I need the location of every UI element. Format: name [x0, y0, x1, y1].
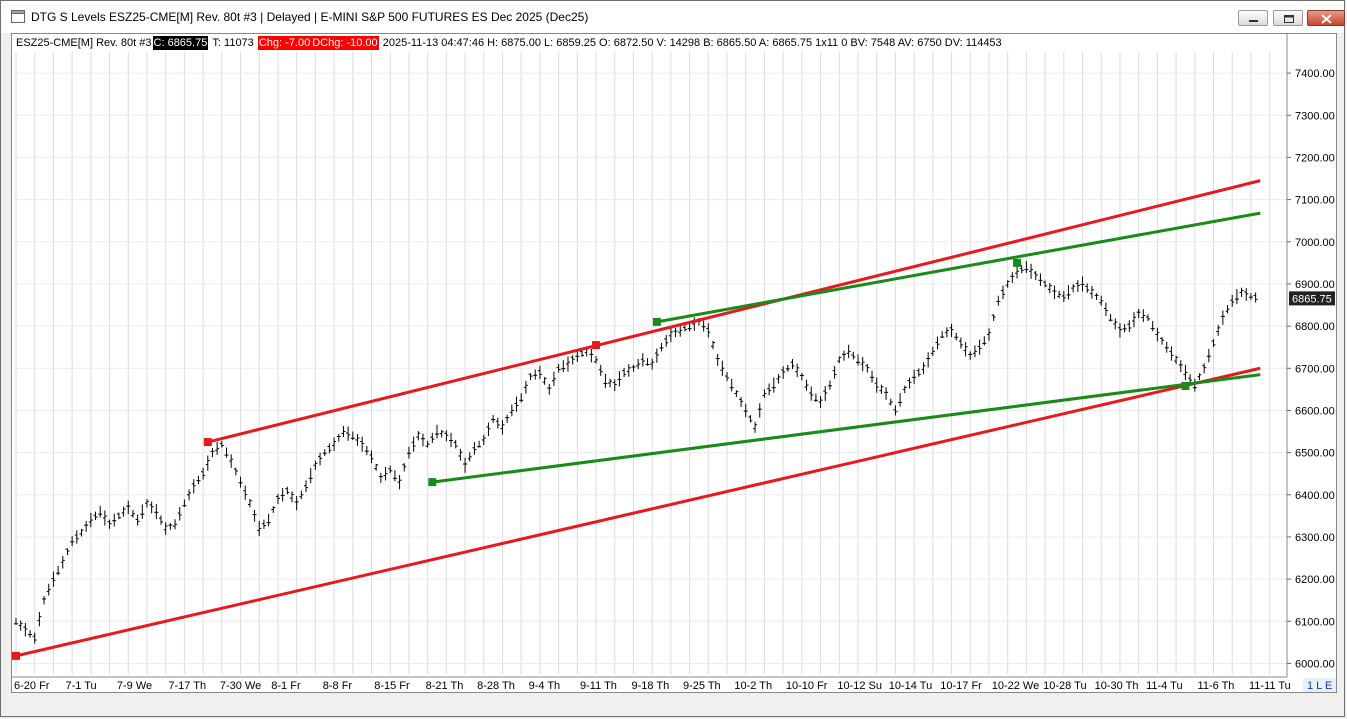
- channel-line-green: [656, 211, 1261, 324]
- maximize-icon: [1284, 15, 1294, 23]
- price-tick-label: 7400.00: [1295, 68, 1335, 80]
- time-axis-label: 11-6 Th: [1198, 680, 1235, 692]
- channel-line-green: [432, 373, 1261, 484]
- close-price: C: 6865.75: [152, 36, 209, 50]
- bar-stats: 2025-11-13 04:47:46 H: 6875.00 L: 6859.2…: [382, 37, 1002, 49]
- status-bar: [11, 693, 1337, 711]
- time-axis-label: 10-14 Tu: [889, 680, 932, 692]
- channel-line-red: [207, 179, 1261, 444]
- minimize-button[interactable]: [1238, 10, 1268, 26]
- price-tick-label: 7200.00: [1295, 152, 1335, 164]
- time-axis-label: 7-1 Tu: [65, 680, 96, 692]
- time-axis-label: 10-28 Tu: [1043, 680, 1086, 692]
- time-axis-label: 8-15 Fr: [374, 680, 410, 692]
- time-axis-label: 10-17 Fr: [940, 680, 982, 692]
- quote-info-bar: ESZ25-CME[M] Rev. 80t #3 C: 6865.75 T: 11…: [15, 36, 1003, 50]
- anchor-point-green: [1013, 258, 1022, 267]
- price-tick-label: 6100.00: [1295, 616, 1335, 628]
- symbol-label: ESZ25-CME[M] Rev. 80t #3: [16, 37, 152, 49]
- price-tick-label: 7100.00: [1295, 195, 1335, 207]
- price-tick-label: 6400.00: [1295, 490, 1335, 502]
- price-tick-label: 6900.00: [1295, 279, 1335, 291]
- time-axis-label: 7-30 We: [220, 680, 261, 692]
- chart-area[interactable]: 7400.00 7300.00 7200.00 7100.00 7000.00 6900.…: [11, 33, 1337, 693]
- close-icon: [1321, 14, 1332, 24]
- price-axis: [1287, 34, 1336, 692]
- price-tick-label: 6000.00: [1295, 658, 1335, 670]
- time-axis-label: 10-10 Fr: [786, 680, 828, 692]
- price-tick-label: 6500.00: [1295, 448, 1335, 460]
- time-axis-label: 9-11 Th: [580, 680, 617, 692]
- time-axis-label: 11-11 Tu: [1249, 680, 1291, 692]
- change-value: Chg: -7.00: [257, 36, 312, 50]
- price-tick-label: 6800.00: [1295, 321, 1335, 333]
- time-axis-label: 10-22 We: [992, 680, 1039, 692]
- time-axis-label: 6-20 Fr: [14, 680, 50, 692]
- price-tick-label: 6700.00: [1295, 363, 1335, 375]
- time-axis-label: 8-1 Fr: [271, 680, 301, 692]
- status-badge-bg: [1303, 678, 1336, 692]
- time-axis-label: 9-4 Th: [529, 680, 561, 692]
- time-axis-label: 7-17 Th: [168, 680, 206, 692]
- anchor-point-red: [12, 651, 20, 660]
- time-axis-label: 11-4 Tu: [1146, 680, 1183, 692]
- time-axis-label: 9-18 Th: [632, 680, 670, 692]
- time-axis-label: 7-9 We: [117, 680, 152, 692]
- channel-line-red: [15, 366, 1261, 658]
- time-axis-label: 8-21 Th: [426, 680, 464, 692]
- last-price-tag: [1289, 291, 1335, 306]
- tick-count: T: 11073: [212, 37, 254, 49]
- window-title: DTG S Levels ESZ25-CME[M] Rev. 80t #3 | …: [31, 10, 589, 24]
- last-price-label: 6865.75: [1292, 293, 1332, 305]
- time-axis-label: 8-28 Th: [477, 680, 515, 692]
- anchor-point-green: [652, 317, 661, 326]
- time-axis-label: 10-2 Th: [734, 680, 772, 692]
- time-axis-label: 9-25 Th: [683, 680, 721, 692]
- price-tick-label: 6600.00: [1295, 405, 1335, 417]
- anchor-point-red: [592, 341, 601, 350]
- daily-change-value: DChg: -10.00: [311, 36, 379, 50]
- time-axis-label: 10-12 Su: [837, 680, 882, 692]
- price-tick-label: 7300.00: [1295, 110, 1335, 122]
- maximize-button[interactable]: [1273, 10, 1303, 26]
- close-button[interactable]: [1307, 10, 1345, 26]
- price-tick-label: 6200.00: [1295, 574, 1335, 586]
- anchor-point-green: [428, 478, 437, 487]
- price-tick-label: 6300.00: [1295, 532, 1335, 544]
- window-app-icon: [11, 10, 25, 23]
- time-axis-label: 10-30 Th: [1095, 680, 1139, 692]
- anchor-point-red: [203, 438, 212, 447]
- price-chart[interactable]: 7400.00 7300.00 7200.00 7100.00 7000.00 6900.…: [12, 34, 1336, 692]
- price-tick-label: 7000.00: [1295, 237, 1335, 249]
- time-axis-label: 8-8 Fr: [323, 680, 353, 692]
- status-badge: 1 L E: [1307, 680, 1332, 692]
- title-bar[interactable]: DTG S Levels ESZ25-CME[M] Rev. 80t #3 | …: [1, 1, 1345, 33]
- anchor-point-green: [1181, 381, 1190, 390]
- minimize-icon: [1249, 20, 1258, 22]
